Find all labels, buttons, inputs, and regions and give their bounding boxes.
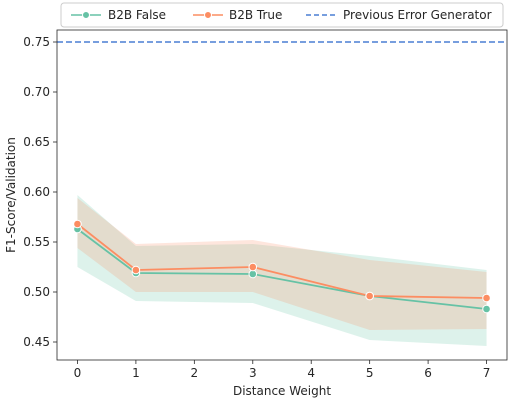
legend-label-b2b-false: B2B False — [108, 8, 166, 22]
x-tick-label: 6 — [424, 366, 432, 380]
x-axis-ticks: 0 1 2 3 4 5 6 7 — [74, 360, 491, 380]
x-tick-label: 3 — [249, 366, 257, 380]
legend-marker-b2b-true — [204, 11, 212, 19]
x-axis-label: Distance Weight — [233, 384, 331, 398]
point-b2b-true-7 — [482, 293, 491, 303]
y-tick-label: 0.45 — [23, 335, 50, 349]
legend-box — [60, 2, 504, 28]
x-tick-label: 1 — [132, 366, 140, 380]
x-tick-label: 4 — [307, 366, 315, 380]
point-b2b-true-3 — [248, 262, 258, 272]
y-axis-ticks: 0.45 0.50 0.55 0.60 0.65 0.70 0.75 — [23, 35, 57, 349]
point-b2b-false-7 — [482, 304, 491, 314]
legend-label-b2b-true: B2B True — [229, 8, 282, 22]
y-tick-label: 0.55 — [23, 235, 50, 249]
legend-marker-b2b-false — [82, 11, 90, 19]
legend: B2B False B2B True Previous Error Genera… — [60, 2, 504, 28]
y-axis-label: F1-Score/Validation — [4, 137, 18, 253]
x-tick-label: 5 — [366, 366, 374, 380]
x-tick-label: 0 — [74, 366, 82, 380]
x-tick-label: 2 — [191, 366, 199, 380]
series-markers — [73, 219, 491, 314]
y-tick-label: 0.75 — [23, 35, 50, 49]
y-tick-label: 0.60 — [23, 185, 50, 199]
band-b2b-false — [77, 195, 487, 346]
point-b2b-true-5 — [365, 291, 374, 301]
x-tick-label: 7 — [483, 366, 491, 380]
y-tick-label: 0.50 — [23, 285, 50, 299]
point-b2b-true-0 — [73, 219, 82, 229]
legend-label-previous-error-generator: Previous Error Generator — [343, 8, 492, 22]
y-tick-label: 0.70 — [23, 85, 50, 99]
y-tick-label: 0.65 — [23, 135, 50, 149]
plot-frame — [56, 29, 508, 361]
point-b2b-false-3 — [248, 269, 258, 279]
point-b2b-true-1 — [131, 265, 141, 275]
